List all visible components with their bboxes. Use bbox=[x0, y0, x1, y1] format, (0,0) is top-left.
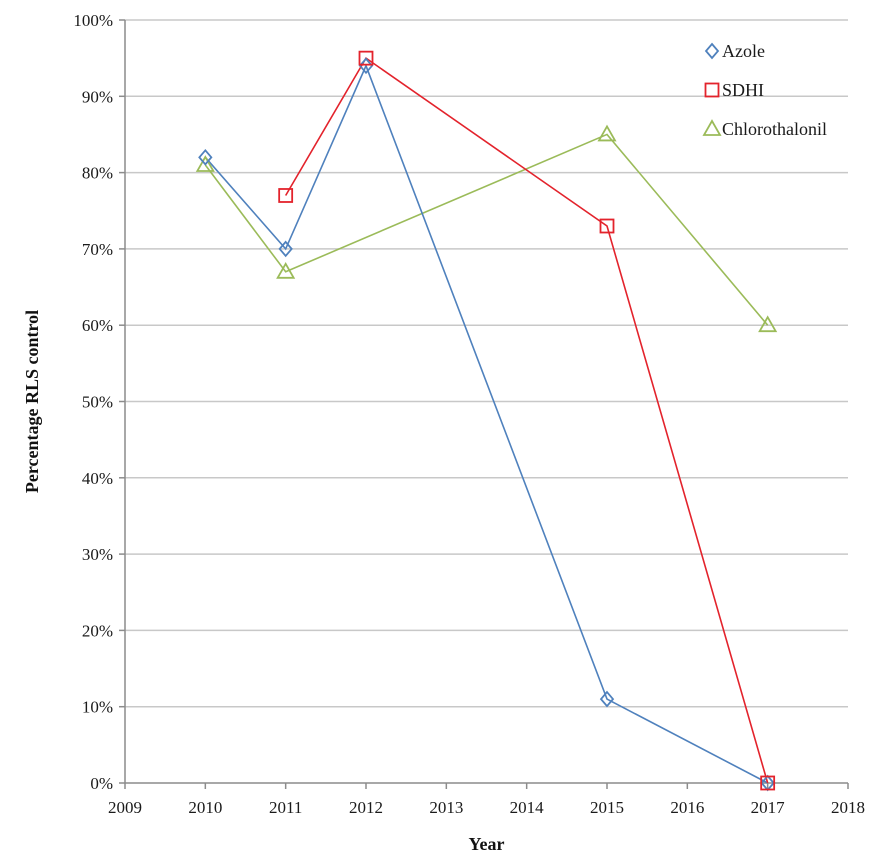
y-tick-label: 80% bbox=[82, 164, 113, 183]
series-line-azole bbox=[204, 63, 769, 784]
series-layer bbox=[195, 50, 778, 792]
data-point-azole bbox=[358, 57, 374, 75]
x-tick-label: 2017 bbox=[751, 798, 786, 817]
y-tick-label: 50% bbox=[82, 393, 113, 412]
data-point-chlorothalonil bbox=[195, 155, 215, 172]
x-tick-label: 2013 bbox=[429, 798, 463, 817]
x-tick-label: 2018 bbox=[831, 798, 865, 817]
y-tick-label: 10% bbox=[82, 698, 113, 717]
x-tick-label: 2016 bbox=[670, 798, 704, 817]
legend-label-chlorothalonil: Chlorothalonil bbox=[722, 119, 827, 139]
x-tick-label: 2010 bbox=[188, 798, 222, 817]
legend-label-azole: Azole bbox=[722, 41, 765, 61]
x-tick-label: 2014 bbox=[510, 798, 545, 817]
data-point-chlorothalonil bbox=[758, 315, 778, 333]
data-point-chlorothalonil bbox=[597, 124, 617, 142]
legend-label-sdhi: SDHI bbox=[722, 80, 764, 100]
legend: Azole SDHI Chlorothalonil bbox=[702, 41, 827, 139]
x-tick-label: 2011 bbox=[269, 798, 302, 817]
legend-marker-azole bbox=[704, 42, 720, 60]
y-tick-label: 60% bbox=[82, 316, 113, 335]
x-tick-label: 2012 bbox=[349, 798, 383, 817]
legend-marker-chlorothalonil bbox=[702, 119, 722, 136]
data-point-azole bbox=[599, 690, 615, 708]
grid-layer bbox=[125, 19, 848, 708]
x-tick-label: 2015 bbox=[590, 798, 624, 817]
data-point-sdhi bbox=[278, 188, 294, 203]
series-line-chlorothalonil bbox=[204, 133, 769, 326]
y-axis-title: Percentage RLS control bbox=[22, 310, 42, 493]
series-line-sdhi bbox=[284, 56, 769, 784]
data-point-azole bbox=[278, 240, 293, 258]
y-tick-label: 20% bbox=[82, 621, 113, 640]
x-axis-title: Year bbox=[469, 834, 505, 854]
data-point-azole bbox=[198, 148, 213, 166]
y-tick-label: 40% bbox=[82, 469, 113, 488]
y-tick-label: 70% bbox=[82, 240, 113, 259]
y-tick-label: 0% bbox=[90, 774, 113, 793]
y-tick-label: 30% bbox=[82, 545, 113, 564]
data-point-sdhi bbox=[358, 50, 374, 66]
axis-layer: 0% 10% 20% 30% 40% 50% 60% 70% 80% 90% 100% 2009 201… bbox=[73, 11, 865, 817]
data-point-chlorothalonil bbox=[276, 261, 296, 279]
x-tick-label: 2009 bbox=[108, 798, 142, 817]
y-tick-label: 100% bbox=[73, 11, 113, 30]
y-tick-label: 90% bbox=[82, 87, 113, 106]
data-point-sdhi bbox=[599, 218, 615, 234]
legend-marker-sdhi bbox=[704, 82, 720, 98]
data-point-sdhi bbox=[760, 775, 776, 791]
